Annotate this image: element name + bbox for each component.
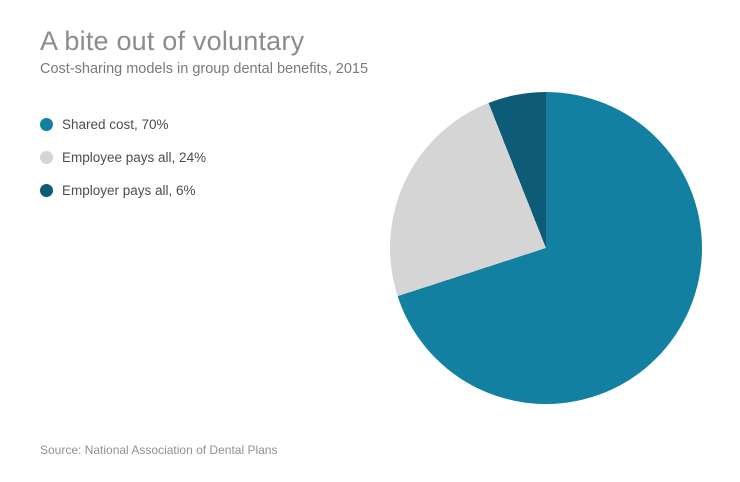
chart-header: A bite out of voluntary Cost-sharing mod…: [40, 26, 368, 77]
legend-label-employer-pays-all: Employer pays all, 6%: [62, 183, 196, 198]
chart-subtitle: Cost-sharing models in group dental bene…: [40, 61, 369, 77]
legend-item-shared-cost: Shared cost, 70%: [40, 117, 206, 132]
legend: Shared cost, 70% Employee pays all, 24% …: [40, 117, 206, 216]
legend-swatch-employee-pays-all-icon: [40, 151, 53, 164]
legend-item-employee-pays-all: Employee pays all, 24%: [40, 150, 206, 165]
source-note: Source: National Association of Dental P…: [40, 443, 278, 457]
legend-item-employer-pays-all: Employer pays all, 6%: [40, 183, 206, 198]
legend-label-shared-cost: Shared cost, 70%: [62, 117, 169, 132]
legend-swatch-shared-cost-icon: [40, 118, 53, 131]
chart-title: A bite out of voluntary: [40, 26, 305, 56]
pie-chart: [390, 92, 702, 404]
legend-label-employee-pays-all: Employee pays all, 24%: [62, 150, 207, 165]
legend-swatch-employer-pays-all-icon: [40, 184, 53, 197]
